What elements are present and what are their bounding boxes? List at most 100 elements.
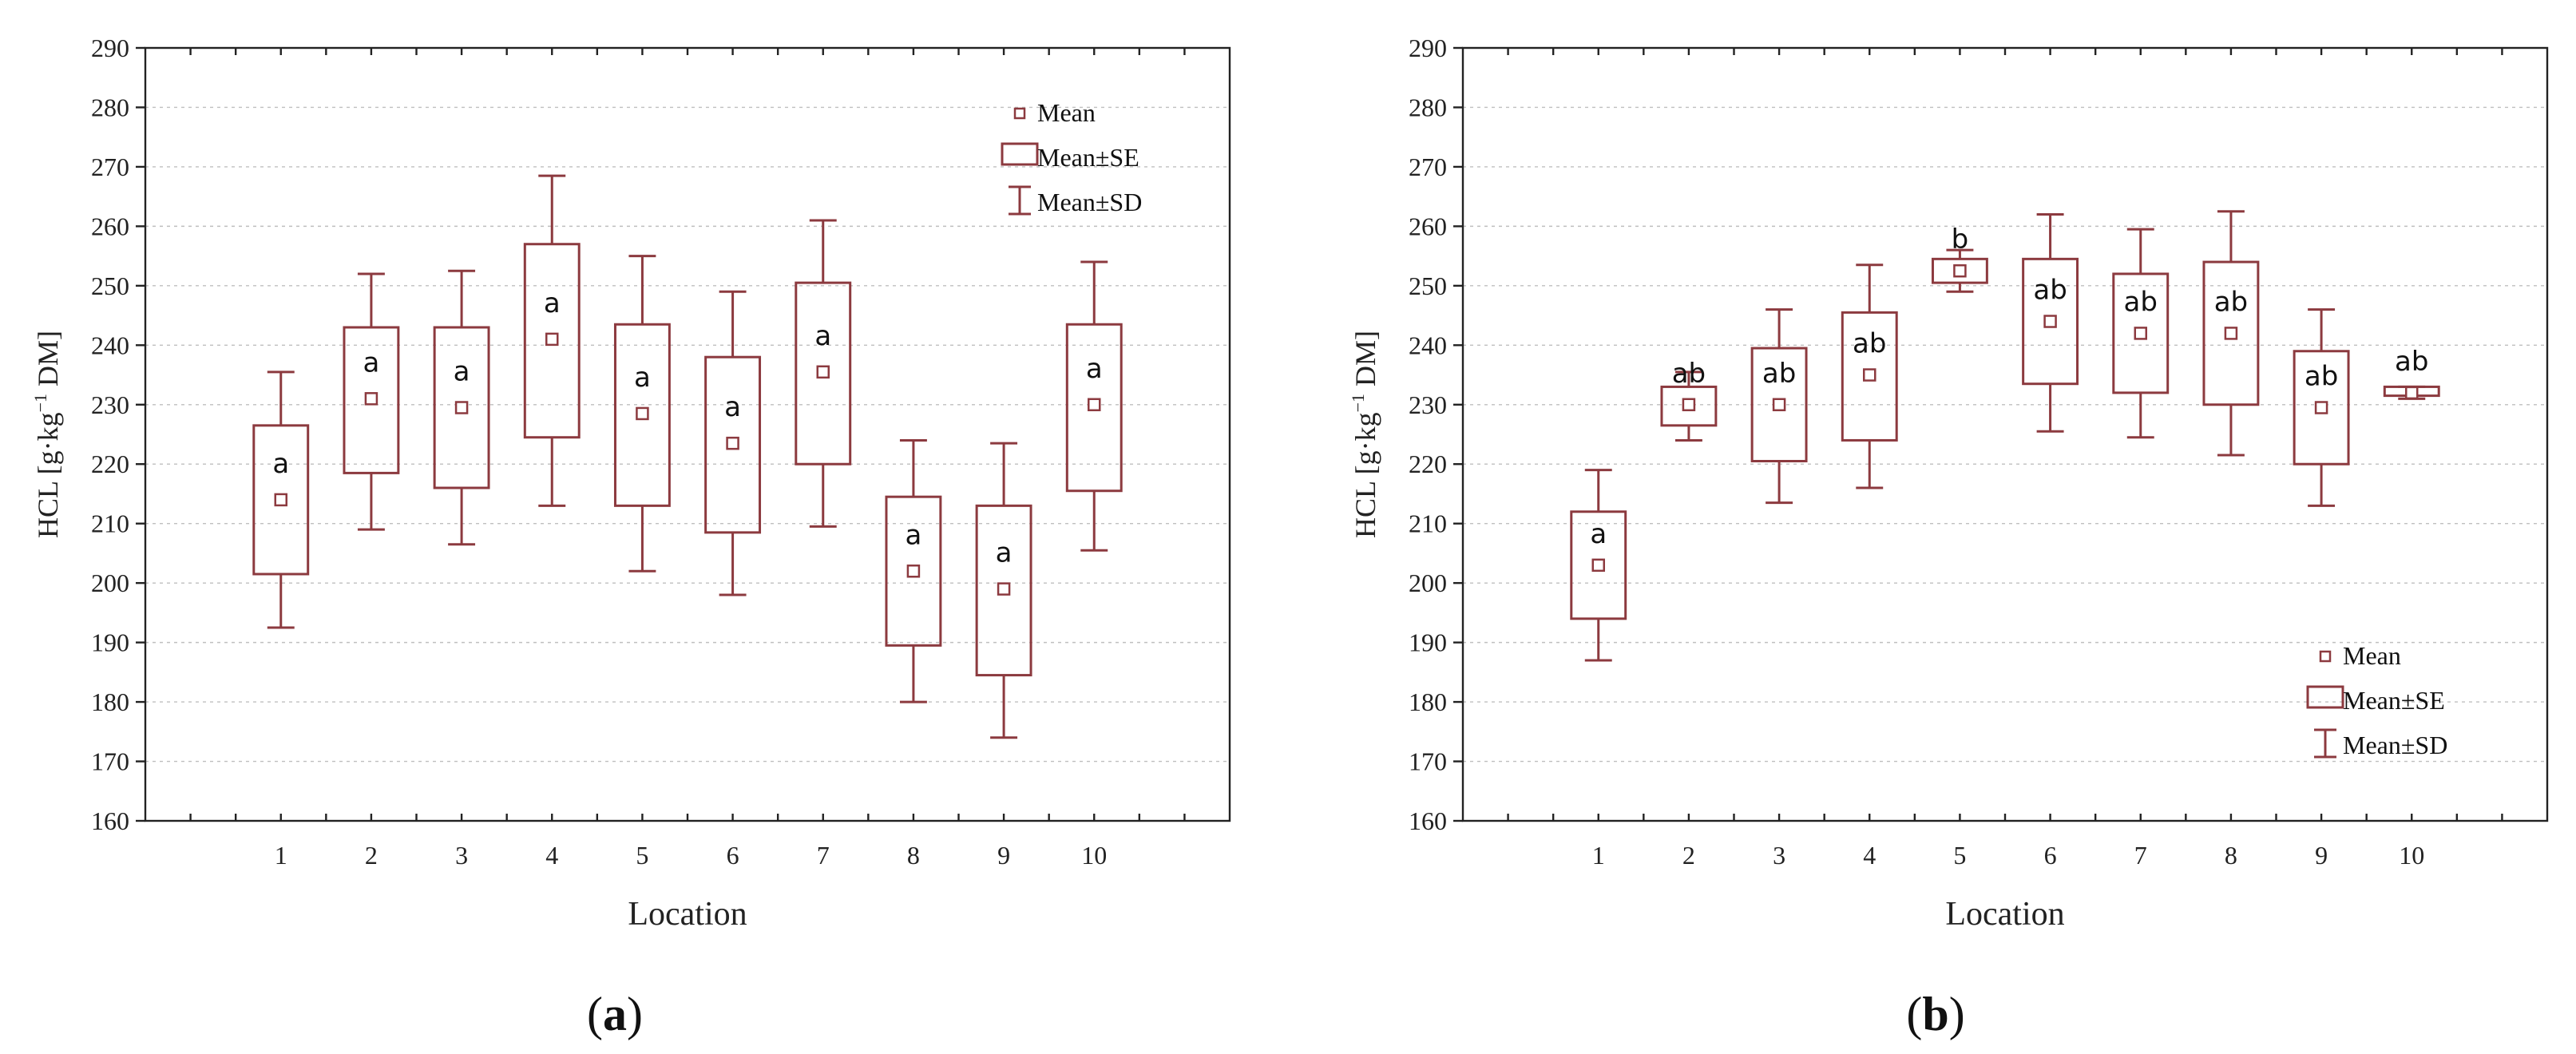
mean-marker: [364, 392, 378, 406]
mean-marker: [1772, 398, 1786, 412]
box-location-3: ab: [1750, 308, 1808, 505]
y-tick-label: 160: [1409, 806, 1447, 835]
significance-letter: a: [454, 355, 470, 387]
significance-letter: a: [1086, 353, 1103, 385]
significance-letter: ab: [1762, 358, 1796, 390]
y-tick-label: 270: [1409, 153, 1447, 181]
mean-marker: [1682, 398, 1696, 412]
se-box: [2202, 260, 2260, 406]
box-location-2: ab: [1660, 358, 1718, 442]
mean-marker: [2405, 386, 2419, 400]
significance-letter: ab: [2395, 346, 2428, 378]
significance-letter: ab: [2033, 275, 2067, 307]
significance-letter: ab: [2214, 286, 2248, 318]
y-tick-label: 270: [91, 153, 129, 181]
significance-letter: ab: [1853, 328, 1886, 360]
y-tick-label: 210: [1409, 509, 1447, 538]
mean-marker: [1088, 398, 1101, 412]
se-box: [613, 323, 671, 507]
significance-letter: a: [634, 362, 651, 394]
x-tick-label: 7: [2134, 841, 2147, 870]
box-location-5: b: [1931, 224, 1988, 293]
x-tick-label: 6: [2044, 841, 2057, 870]
box-location-9: ab: [2293, 308, 2350, 507]
x-axis-title: Location: [1945, 896, 2064, 933]
x-tick-label: 2: [365, 841, 378, 870]
y-tick-label: 180: [1409, 687, 1447, 716]
y-tick-label: 230: [91, 390, 129, 419]
box-location-7: ab: [2112, 228, 2170, 439]
x-tick-label: 8: [2225, 841, 2237, 870]
mean-marker: [1591, 558, 1605, 573]
y-tick-label: 240: [91, 331, 129, 359]
significance-letter: a: [272, 448, 289, 480]
box-location-10: a: [1065, 260, 1123, 552]
mean-marker: [726, 436, 739, 450]
mean-marker: [997, 582, 1011, 596]
se-box: [2112, 272, 2170, 394]
legend-label-se: Mean±SE: [2343, 686, 2445, 715]
legend-mean-marker: [1013, 107, 1026, 120]
x-tick-label: 1: [1592, 841, 1605, 870]
y-tick-label: 170: [91, 747, 129, 776]
x-tick-label: 9: [997, 841, 1010, 870]
y-tick-label: 280: [1409, 93, 1447, 121]
se-box: [795, 281, 852, 466]
significance-letter: a: [724, 391, 741, 423]
box-location-1: a: [1570, 469, 1627, 662]
x-tick-label: 5: [636, 841, 648, 870]
significance-letter: ab: [2305, 360, 2338, 392]
y-tick-label: 260: [91, 212, 129, 240]
x-tick-label: 3: [1773, 841, 1785, 870]
panel-label: (b): [1906, 988, 1964, 1040]
legend-label-se: Mean±SE: [1037, 143, 1139, 172]
box-location-7: a: [795, 219, 852, 528]
legend-label-mean: Mean: [1037, 98, 1096, 127]
y-tick-label: 170: [1409, 747, 1447, 776]
panel-label: (a): [587, 988, 643, 1040]
x-tick-label: 10: [2399, 841, 2424, 870]
chart-panel-a: 1601701801902002102202302402502602702802…: [30, 34, 1231, 1040]
y-tick-label: 220: [91, 450, 129, 478]
y-axis-title: HCL [g·kg−1 DM]: [30, 331, 64, 538]
box-location-4: a: [523, 174, 581, 507]
x-tick-label: 8: [907, 841, 920, 870]
x-tick-label: 6: [727, 841, 739, 870]
se-box: [2022, 257, 2079, 386]
se-box: [885, 495, 942, 647]
y-tick-label: 240: [1409, 331, 1447, 359]
x-tick-label: 4: [545, 841, 558, 870]
se-box: [1065, 323, 1123, 493]
box-location-4: ab: [1841, 264, 1898, 489]
x-tick-label: 3: [455, 841, 468, 870]
box-location-8: a: [885, 438, 942, 703]
x-tick-label: 10: [1081, 841, 1107, 870]
box-location-6: ab: [2022, 212, 2079, 433]
box-location-2: a: [343, 272, 400, 531]
se-box: [252, 424, 310, 576]
legend-se-box: [1001, 142, 1039, 166]
significance-letter: a: [1590, 518, 1607, 550]
y-tick-label: 160: [91, 806, 129, 835]
mean-marker: [454, 401, 469, 414]
mean-marker: [545, 332, 559, 347]
y-tick-label: 220: [1409, 450, 1447, 478]
significance-letter: ab: [2124, 286, 2158, 318]
mean-marker: [2224, 327, 2238, 340]
y-tick-label: 200: [91, 569, 129, 597]
significance-letter: ab: [1672, 358, 1706, 390]
legend: Mean Mean±SE Mean±SD: [2306, 641, 2447, 759]
significance-letter: b: [1952, 224, 1969, 256]
legend-mean-marker: [2319, 650, 2332, 663]
significance-letter: a: [996, 537, 1013, 569]
mean-marker: [2134, 327, 2147, 340]
significance-letter: a: [544, 287, 561, 319]
se-box: [704, 355, 762, 534]
se-box: [1931, 257, 1988, 284]
mean-marker: [1863, 368, 1877, 382]
y-tick-label: 230: [1409, 390, 1447, 419]
y-tick-label: 180: [91, 687, 129, 716]
y-tick-label: 210: [91, 509, 129, 538]
x-tick-label: 5: [1953, 841, 1966, 870]
